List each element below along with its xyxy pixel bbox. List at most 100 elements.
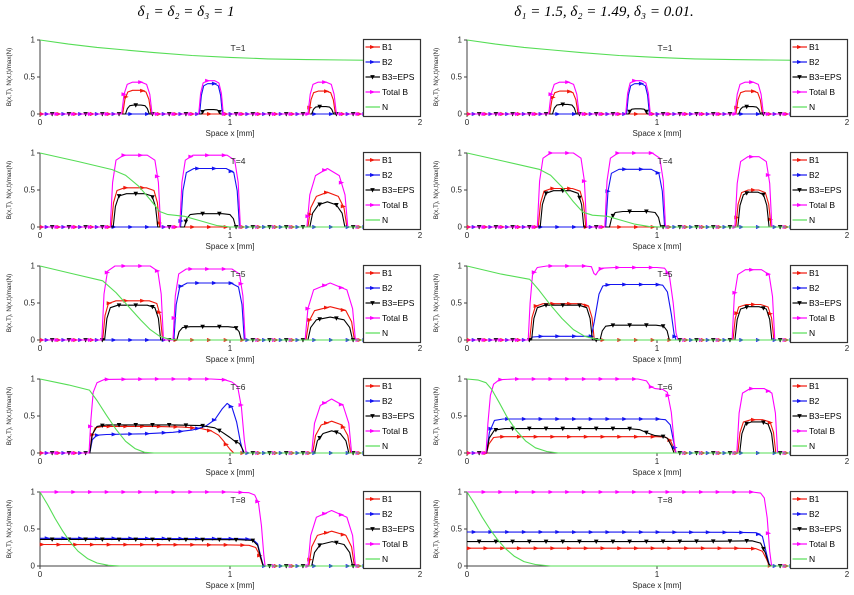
series-marker: [732, 490, 738, 494]
series-marker: [767, 217, 774, 222]
series-marker: [572, 530, 578, 535]
legend-label: B2: [382, 509, 393, 519]
series-marker: [104, 112, 111, 116]
series-marker: [638, 167, 645, 172]
series-marker: [133, 103, 139, 108]
series-marker: [171, 112, 177, 116]
y-tick-label: 0: [31, 110, 36, 119]
y-tick-label: 0.5: [451, 412, 463, 421]
series-marker: [797, 429, 803, 433]
series-marker: [370, 497, 376, 501]
series-marker: [481, 225, 487, 229]
plot-canvas: 0 1 2 0 0.5 1 Space x [mm] B(x,T), N(x,t)/max(N…: [6, 488, 423, 590]
series-marker: [632, 78, 638, 83]
plot-canvas: 0 1 2 0 0.5 1 Space x [mm] B(x,T), N(x,t)/max(N…: [6, 262, 423, 364]
series-marker: [765, 531, 772, 536]
series-marker: [138, 377, 144, 382]
plot-canvas: 0 1 2 0 0.5 1 Space x [mm] B(x,T), N(x,t)/max(N…: [433, 375, 850, 477]
series-marker: [128, 112, 134, 116]
series-marker: [228, 404, 234, 409]
series-marker: [797, 90, 803, 94]
series-marker: [615, 490, 621, 494]
series-marker: [627, 109, 632, 115]
series-marker: [121, 153, 127, 158]
series-marker: [307, 317, 313, 322]
series-marker: [111, 338, 117, 342]
series-marker: [370, 414, 375, 419]
series-marker: [338, 402, 345, 407]
series-marker: [531, 490, 538, 494]
series-marker: [498, 490, 504, 494]
series-marker: [322, 283, 328, 288]
series-marker: [221, 377, 228, 382]
series-marker: [555, 416, 561, 421]
x-tick-label: 0: [465, 118, 470, 127]
x-axis-label: Space x [mm]: [206, 581, 255, 590]
series-marker: [200, 423, 205, 429]
series-marker: [106, 301, 112, 306]
series-marker: [543, 426, 549, 432]
series-marker: [71, 338, 77, 342]
series-marker: [744, 191, 749, 196]
series-marker: [498, 338, 504, 342]
series-line: [466, 378, 847, 454]
series-marker: [338, 112, 345, 116]
series-marker: [627, 539, 632, 545]
series-marker: [538, 334, 544, 339]
legend-label: N: [382, 554, 388, 564]
series-marker: [617, 546, 623, 551]
series-marker: [797, 203, 803, 207]
series-line: [466, 265, 847, 341]
series-marker: [660, 539, 666, 544]
series-marker: [173, 424, 179, 429]
series-marker: [121, 264, 127, 268]
series-marker: [610, 323, 616, 328]
t-annotation: T=8: [231, 495, 246, 505]
series-marker: [104, 490, 111, 494]
series-marker: [317, 435, 322, 441]
series-marker: [550, 186, 556, 191]
subplot-t4-right: 0 1 2 0 0.5 1 Space x [mm] B(x,T), N(x,t)/max(N…: [427, 143, 854, 256]
series-marker: [765, 112, 772, 116]
series-marker: [749, 267, 755, 272]
t-annotation: T=6: [658, 382, 673, 392]
x-tick-label: 0: [38, 118, 43, 127]
legend-label: B2: [382, 283, 393, 293]
series-marker: [493, 427, 499, 433]
series-marker: [622, 167, 628, 172]
series-marker: [633, 225, 640, 229]
series-marker: [521, 416, 528, 421]
series-n: [39, 378, 420, 454]
legend: B1 B2 B3=EPS Total B N: [362, 264, 422, 344]
series-marker: [54, 490, 60, 494]
series-marker: [111, 432, 117, 437]
series-marker: [121, 377, 127, 382]
y-axis-label: B(x,T), N(x,t)/max(N): [433, 387, 440, 445]
series-marker: [476, 539, 482, 545]
legend-label: B3=EPS: [382, 72, 415, 82]
y-tick-label: 1: [458, 488, 463, 497]
y-tick-label: 0.5: [24, 412, 36, 421]
series-marker: [610, 213, 616, 219]
y-tick-label: 1: [31, 36, 36, 45]
series-marker: [138, 80, 144, 85]
series-marker: [632, 377, 638, 381]
series-marker: [797, 188, 802, 193]
legend-label: B2: [382, 170, 393, 180]
series-marker: [338, 180, 345, 185]
subplot-t6-left: 0 1 2 0 0.5 1 Space x [mm] B(x,T), N(x,t)/max(N…: [0, 369, 427, 482]
series-marker: [188, 377, 194, 381]
row-t6: 0 1 2 0 0.5 1 Space x [mm] B(x,T), N(x,t)/max(N…: [0, 369, 854, 482]
series-marker: [593, 539, 599, 545]
series-marker: [797, 316, 803, 320]
subplot-t4-left: 0 1 2 0 0.5 1 Space x [mm] B(x,T), N(x,t)/max(N…: [0, 143, 427, 256]
series-marker: [195, 426, 201, 431]
series-marker: [100, 537, 105, 542]
x-tick-label: 2: [418, 344, 423, 353]
series-marker: [615, 112, 621, 116]
series-marker: [734, 546, 740, 551]
series-marker: [581, 112, 588, 116]
series-marker: [156, 542, 163, 547]
series-marker: [178, 284, 184, 289]
legend: B1 B2 B3=EPS Total B N: [789, 38, 849, 118]
